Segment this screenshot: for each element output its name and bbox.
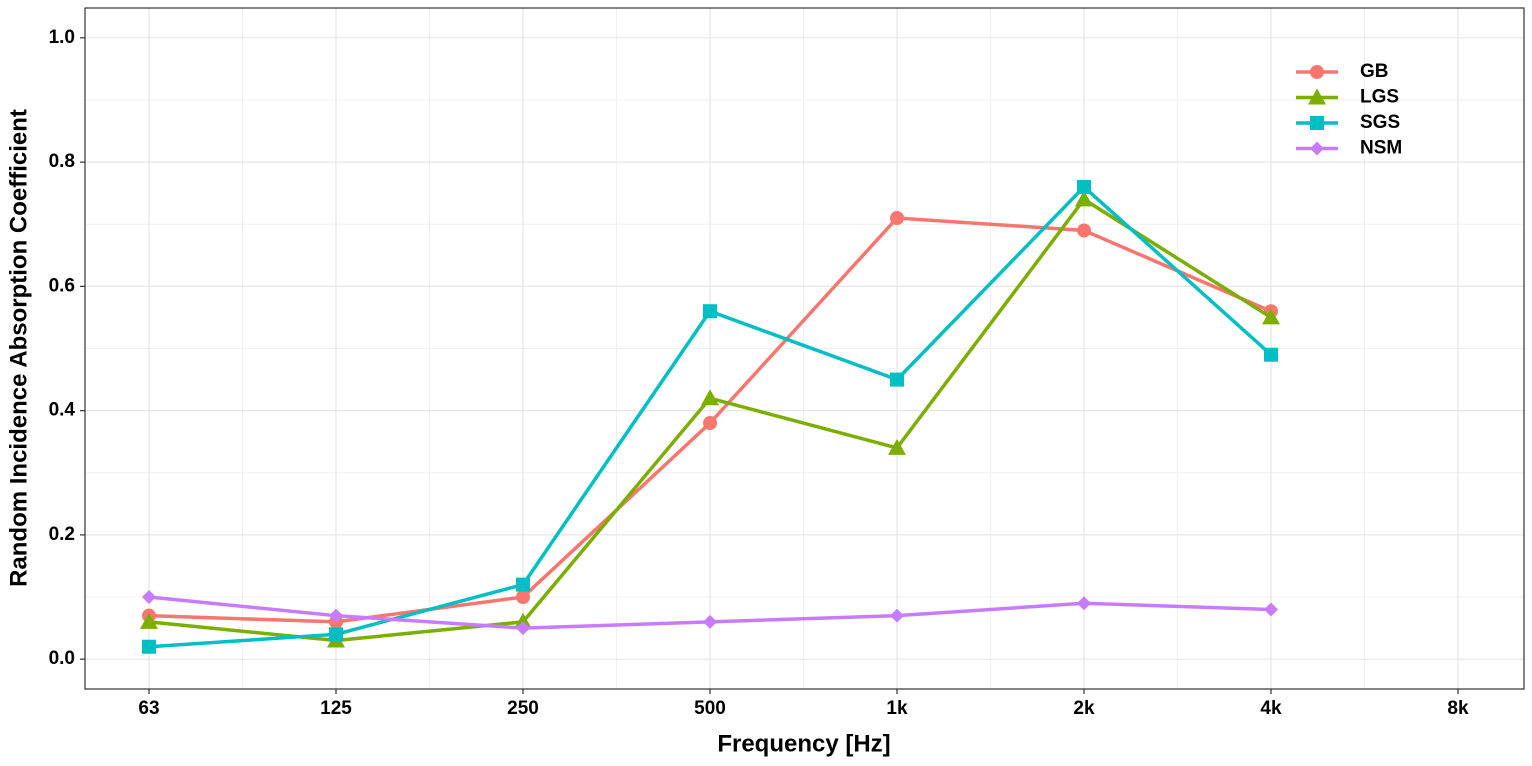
legend-marker — [1308, 88, 1326, 105]
y-tick-label: 0.4 — [49, 400, 76, 421]
x-tick-label: 8k — [1447, 698, 1469, 719]
y-axis-label: Random Incidence Absorption Coefficient — [5, 109, 32, 587]
y-tick-label: 0.8 — [49, 151, 75, 172]
point — [1077, 179, 1091, 194]
point — [1077, 596, 1091, 611]
x-tick-label: 125 — [320, 698, 352, 719]
point — [516, 621, 530, 636]
legend-label: GB — [1360, 61, 1389, 82]
point — [329, 627, 343, 642]
legend-marker — [1310, 65, 1324, 79]
x-tick-label: 2k — [1073, 698, 1095, 719]
x-tick-label: 63 — [138, 698, 159, 719]
x-tick-label: 1k — [886, 698, 908, 719]
x-tick-label: 250 — [507, 698, 539, 719]
point — [142, 590, 156, 605]
legend-label: LGS — [1360, 87, 1399, 108]
point — [890, 372, 904, 387]
legend-label: NSM — [1360, 138, 1402, 159]
point — [1264, 347, 1278, 362]
point — [1262, 308, 1280, 325]
point — [1264, 602, 1278, 617]
legend-marker — [1310, 116, 1324, 130]
point — [516, 590, 530, 605]
plot-border — [84, 7, 1525, 690]
legend-label: SGS — [1360, 112, 1400, 133]
point — [516, 577, 530, 592]
y-tick-label: 0.2 — [49, 524, 75, 545]
x-tick-label: 500 — [694, 698, 726, 719]
point — [890, 608, 904, 623]
y-tick-label: 1.0 — [49, 27, 75, 48]
point — [329, 608, 343, 623]
point — [703, 416, 717, 431]
point — [703, 304, 717, 319]
legend-marker — [1310, 141, 1324, 156]
point — [701, 389, 719, 406]
point — [142, 639, 156, 654]
point — [890, 211, 904, 226]
y-tick-label: 0.6 — [49, 275, 75, 296]
x-axis-label: Frequency [Hz] — [717, 730, 890, 757]
x-tick-label: 4k — [1260, 698, 1282, 719]
point — [703, 614, 717, 629]
point — [1077, 223, 1091, 238]
point — [1075, 190, 1093, 207]
point — [514, 612, 532, 629]
point — [140, 612, 158, 629]
y-tick-label: 0.0 — [49, 648, 75, 669]
point — [888, 438, 906, 455]
